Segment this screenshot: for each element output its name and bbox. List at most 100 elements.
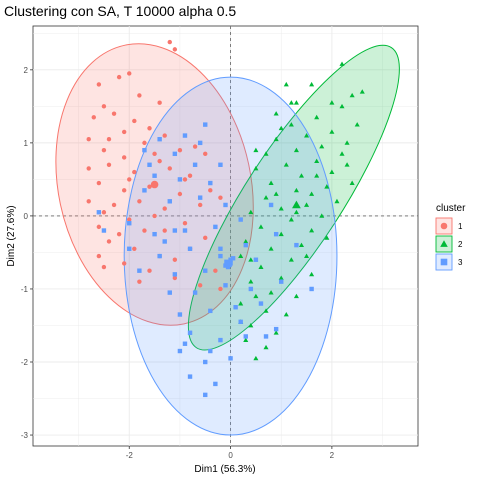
- cluster-1-point: [208, 188, 213, 193]
- x-axis-label: Dim1 (56.3%): [194, 464, 255, 475]
- cluster-3-point: [192, 290, 198, 295]
- cluster-2-point: [278, 231, 284, 237]
- cluster-2-point: [298, 173, 305, 178]
- cluster-3-point: [182, 228, 188, 233]
- y-tick-label: -1: [21, 285, 29, 294]
- cluster-1-point: [96, 82, 102, 87]
- cluster-3-point: [172, 272, 178, 277]
- cluster-2-point: [273, 111, 279, 116]
- legend-marker-2: [440, 240, 448, 247]
- cluster-2-point: [253, 293, 259, 299]
- cluster-3-point: [182, 341, 188, 346]
- cluster-1-point: [172, 275, 178, 281]
- cluster-3-point: [167, 199, 172, 204]
- cluster-1-point: [177, 191, 183, 197]
- cluster-1-point: [182, 221, 188, 226]
- cluster-3-point: [248, 286, 254, 292]
- cluster-3-point: [233, 305, 238, 310]
- cluster-1-point: [197, 283, 203, 288]
- cluster-3-point: [279, 279, 284, 284]
- y-tick-label: 2: [24, 66, 29, 75]
- cluster-1-point: [152, 151, 157, 157]
- cluster-3-point: [223, 202, 228, 208]
- cluster-2-point: [263, 344, 269, 350]
- cluster-1-point: [157, 100, 162, 105]
- cluster-1-point: [147, 268, 152, 273]
- cluster-1-point: [152, 213, 157, 219]
- cluster-1-point: [137, 93, 142, 98]
- cluster-3-centroid: [224, 259, 232, 268]
- cluster-2-point: [253, 147, 259, 153]
- cluster-2-point: [278, 275, 284, 280]
- cluster-1-point: [101, 210, 107, 215]
- cluster-3-point: [213, 381, 218, 387]
- cluster-1-point: [182, 177, 188, 182]
- cluster-3-point: [213, 224, 218, 230]
- cluster-3-point: [187, 330, 193, 335]
- cluster-3-point: [177, 312, 183, 317]
- cluster-2-point: [268, 290, 274, 295]
- cluster-3-point: [218, 246, 223, 251]
- cluster-3-point: [177, 177, 183, 182]
- cluster-2-point: [293, 147, 299, 153]
- cluster-3-point: [152, 173, 157, 178]
- cluster-1-point: [101, 147, 107, 153]
- cluster-2-point: [293, 293, 299, 299]
- cluster-1-point: [177, 147, 183, 153]
- cluster-1-point: [162, 228, 167, 233]
- legend-label-3: 3: [458, 258, 463, 267]
- cluster-3-point: [203, 359, 208, 365]
- legend-marker-3: [440, 258, 448, 266]
- cluster-1-point: [121, 261, 127, 266]
- cluster-2-point: [238, 253, 244, 258]
- cluster-1-point: [96, 180, 102, 186]
- cluster-3-point: [187, 246, 193, 251]
- cluster-2-point: [324, 184, 330, 189]
- cluster-2-ellipse: [187, 44, 400, 351]
- legend-label-2: 2: [458, 240, 463, 249]
- cluster-3-point: [192, 162, 198, 167]
- cluster-2-point: [349, 180, 355, 185]
- cluster-1-point: [106, 239, 112, 244]
- cluster-1-point: [142, 140, 147, 146]
- cluster-3-point: [223, 283, 228, 288]
- cluster-3-point: [162, 239, 167, 244]
- cluster-3-point: [203, 122, 208, 127]
- cluster-1-point: [203, 235, 208, 241]
- y-tick-label: 0: [24, 212, 29, 221]
- grid-lines: [33, 26, 418, 446]
- cluster-3-point: [228, 356, 233, 361]
- cluster-3-point: [172, 228, 178, 233]
- cluster-2-point: [319, 213, 325, 218]
- cluster-2-point: [278, 125, 284, 131]
- cluster-1-point: [111, 111, 117, 116]
- cluster-2-point: [248, 209, 254, 215]
- cluster-3-point: [203, 392, 208, 398]
- cluster-1-point: [137, 199, 142, 204]
- cluster-2-point: [309, 191, 315, 196]
- cluster-3-point: [208, 308, 213, 314]
- cluster-1-point: [162, 133, 167, 138]
- cluster-1-point: [86, 199, 91, 204]
- cluster-1-point: [187, 173, 193, 178]
- cluster-3-point: [157, 253, 162, 259]
- cluster-2-point: [314, 173, 320, 178]
- cluster-1-point: [96, 253, 102, 259]
- cluster-3-point: [243, 334, 248, 339]
- cluster-3-point: [157, 137, 162, 142]
- cluster-1-point: [132, 246, 137, 251]
- cluster-3-point: [218, 337, 223, 343]
- cluster-1-point: [167, 166, 172, 171]
- cluster-2-point: [359, 89, 365, 94]
- cluster-1-point: [197, 202, 203, 208]
- cluster-3-point: [177, 348, 183, 354]
- legend: cluster 1 2 3: [435, 203, 466, 271]
- cluster-3-point: [208, 348, 213, 354]
- x-tick-label: -2: [126, 451, 134, 460]
- cluster-2-point: [243, 337, 249, 342]
- cluster-1-point: [147, 126, 152, 131]
- cluster-2-point: [263, 308, 269, 313]
- cluster-2-point: [283, 162, 289, 167]
- cluster-1-point: [116, 231, 122, 237]
